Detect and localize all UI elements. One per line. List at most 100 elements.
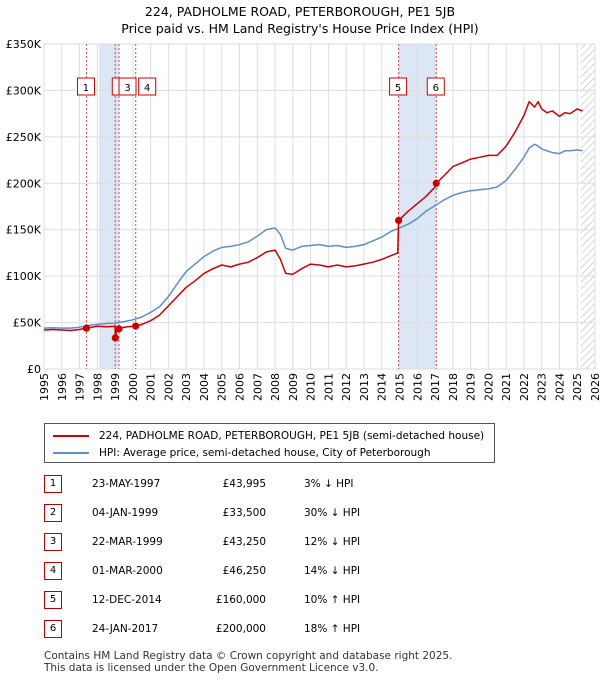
x-tick-label: 2025 xyxy=(571,373,584,401)
y-tick-label: £150K xyxy=(6,224,42,237)
marker-label: 6 xyxy=(426,77,445,96)
transaction-row: 3 22-MAR-1999 £43,250 12% ↓ HPI xyxy=(44,533,564,553)
marker-box xyxy=(118,77,137,96)
transaction-number: 5 xyxy=(44,591,62,609)
transaction-number: 3 xyxy=(44,533,62,551)
transaction-number: 2 xyxy=(44,504,62,522)
marker-box xyxy=(426,77,445,96)
sale-point xyxy=(132,322,140,330)
x-tick-label: 2012 xyxy=(340,373,353,401)
transaction-date: 01-MAR-2000 xyxy=(92,565,163,577)
transaction-hpi: 3% ↓ HPI xyxy=(304,478,354,490)
marker-box xyxy=(138,77,157,96)
sale-point xyxy=(111,334,119,342)
x-tick-label: 1995 xyxy=(38,373,51,401)
property-price-line xyxy=(43,100,583,339)
transaction-hpi: 10% ↑ HPI xyxy=(304,594,361,606)
marker-number: 5 xyxy=(395,83,401,94)
hpi-line xyxy=(43,143,583,329)
x-tick-label: 2026 xyxy=(589,373,600,401)
footer-copyright: Contains HM Land Registry data © Crown c… xyxy=(44,650,453,662)
transaction-number: 4 xyxy=(44,562,62,580)
x-tick-label: 1997 xyxy=(74,373,87,401)
marker-box xyxy=(76,77,95,96)
marker-label: 1 xyxy=(76,77,95,96)
transaction-date: 12-DEC-2014 xyxy=(92,594,162,606)
x-tick-label: 1996 xyxy=(56,373,69,401)
transaction-number: 1 xyxy=(44,475,62,493)
x-tick-label: 2008 xyxy=(269,373,282,401)
x-tick-label: 2024 xyxy=(553,373,566,401)
shaded-range xyxy=(99,44,120,369)
x-tick-label: 2007 xyxy=(251,373,264,401)
transaction-number: 6 xyxy=(44,620,62,638)
marker-label: 5 xyxy=(389,77,408,96)
transaction-price: £43,995 xyxy=(222,478,266,490)
x-tick-label: 2015 xyxy=(393,373,406,401)
x-tick-label: 2006 xyxy=(234,373,247,401)
transaction-date: 04-JAN-1999 xyxy=(92,507,159,519)
marker-label: 4 xyxy=(138,77,157,96)
x-tick-label: 2019 xyxy=(465,373,478,401)
x-tick-label: 2023 xyxy=(536,373,549,401)
y-tick-label: £0 xyxy=(27,363,41,376)
marker-number: 4 xyxy=(144,83,150,94)
legend-property-line xyxy=(53,435,89,437)
transaction-hpi: 14% ↓ HPI xyxy=(304,565,361,577)
y-tick-label: £250K xyxy=(6,131,42,144)
sale-point xyxy=(82,324,91,332)
transaction-row: 2 04-JAN-1999 £33,500 30% ↓ HPI xyxy=(44,504,564,524)
legend-property-label: 224, PADHOLME ROAD, PETERBOROUGH, PE1 5J… xyxy=(99,430,485,442)
marker-label: 3 xyxy=(118,77,137,96)
footer-licence: This data is licensed under the Open Gov… xyxy=(44,662,379,674)
transaction-row: 6 24-JAN-2017 £200,000 18% ↑ HPI xyxy=(44,620,564,640)
x-tick-label: 2020 xyxy=(482,373,495,401)
legend: 224, PADHOLME ROAD, PETERBOROUGH, PE1 5J… xyxy=(44,423,495,463)
transaction-hpi: 30% ↓ HPI xyxy=(304,507,361,519)
x-tick-label: 2013 xyxy=(358,373,371,401)
x-tick-label: 2021 xyxy=(500,373,513,401)
sale-point xyxy=(432,179,440,187)
transaction-price: £160,000 xyxy=(215,594,266,606)
transaction-hpi: 18% ↑ HPI xyxy=(304,623,361,635)
x-tick-label: 2000 xyxy=(127,373,140,401)
x-tick-label: 1998 xyxy=(91,373,104,401)
x-tick-label: 2004 xyxy=(198,373,211,401)
y-tick-label: £50K xyxy=(13,317,42,330)
sale-point xyxy=(115,325,123,333)
marker-number: 6 xyxy=(433,83,439,94)
transaction-row: 1 23-MAY-1997 £43,995 3% ↓ HPI xyxy=(44,475,564,495)
transaction-row: 5 12-DEC-2014 £160,000 10% ↑ HPI xyxy=(44,591,564,611)
transaction-date: 22-MAR-1999 xyxy=(92,536,163,548)
y-tick-label: £100K xyxy=(6,270,42,283)
x-tick-label: 1999 xyxy=(109,373,122,401)
x-tick-label: 2001 xyxy=(145,373,158,401)
legend-hpi-line xyxy=(53,452,89,454)
marker-number: 1 xyxy=(83,83,89,94)
x-tick-label: 2011 xyxy=(322,373,335,401)
legend-hpi-label: HPI: Average price, semi-detached house,… xyxy=(99,447,431,459)
forecast-hatch xyxy=(580,44,595,369)
transaction-price: £33,500 xyxy=(222,507,266,519)
x-tick-label: 2003 xyxy=(180,373,193,401)
legend-item-hpi: HPI: Average price, semi-detached house,… xyxy=(53,445,431,461)
y-tick-label: £300K xyxy=(6,84,42,97)
x-tick-label: 2002 xyxy=(162,373,175,401)
chart-subtitle: Price paid vs. HM Land Registry's House … xyxy=(121,21,479,36)
marker-box xyxy=(389,77,408,96)
transaction-date: 23-MAY-1997 xyxy=(92,478,161,490)
transaction-date: 24-JAN-2017 xyxy=(92,623,159,635)
x-tick-label: 2016 xyxy=(411,373,424,401)
marker-number: 3 xyxy=(124,83,130,94)
y-tick-label: £350K xyxy=(6,38,42,51)
transaction-hpi: 12% ↓ HPI xyxy=(304,536,361,548)
x-tick-label: 2017 xyxy=(429,373,442,401)
legend-item-property: 224, PADHOLME ROAD, PETERBOROUGH, PE1 5J… xyxy=(53,428,484,444)
price-chart: 123456£0£50K£100K£150K£200K£250K£300K£35… xyxy=(6,38,600,401)
y-tick-label: £200K xyxy=(6,177,42,190)
x-tick-label: 2014 xyxy=(376,373,389,401)
x-tick-label: 2022 xyxy=(518,373,531,401)
plot-area xyxy=(44,44,595,369)
x-tick-label: 2005 xyxy=(216,373,229,401)
sale-point xyxy=(394,216,403,225)
